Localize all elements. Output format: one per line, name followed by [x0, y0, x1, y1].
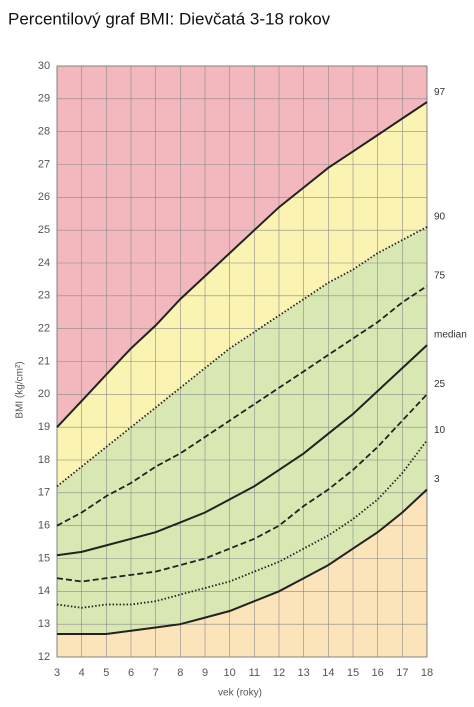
legend-label: 90	[434, 212, 446, 223]
y-tick-label: 19	[38, 421, 50, 433]
percentile-line	[57, 488, 428, 635]
band	[57, 102, 427, 487]
y-tick-label: 13	[38, 618, 50, 630]
x-tick-label: 9	[202, 667, 208, 679]
y-tick-label: 18	[38, 454, 50, 466]
y-tick-label: 20	[38, 388, 50, 400]
percentile-line	[56, 226, 428, 488]
y-tick-label: 28	[38, 126, 50, 138]
y-tick-label: 23	[38, 290, 50, 302]
x-tick-label: 12	[273, 667, 285, 679]
plot-frame	[56, 65, 428, 658]
band	[57, 66, 427, 428]
y-tick-label: 16	[38, 520, 50, 532]
x-tick-label: 7	[153, 667, 159, 679]
percentile-line	[56, 101, 428, 428]
band	[57, 489, 427, 657]
y-tick-label: 14	[38, 585, 50, 597]
x-tick-label: 3	[54, 667, 60, 679]
y-tick-label: 27	[38, 158, 50, 170]
band	[57, 286, 427, 556]
y-tick-label: 21	[38, 355, 50, 367]
y-tick-label: 17	[38, 487, 50, 499]
percentile-line	[56, 439, 428, 609]
legend-label: 97	[434, 87, 446, 98]
x-tick-label: 14	[322, 667, 334, 679]
y-tick-label: 25	[38, 224, 50, 236]
legend-label: 75	[434, 271, 446, 282]
percentile-line	[56, 344, 428, 557]
x-tick-label: 15	[347, 667, 359, 679]
x-tick-label: 13	[298, 667, 310, 679]
percentile-line	[56, 393, 428, 583]
x-tick-label: 17	[396, 667, 408, 679]
y-axis-label: BMI (kg/cm²)	[15, 361, 26, 418]
y-tick-label: 29	[38, 93, 50, 105]
x-tick-label: 11	[249, 667, 260, 679]
legend-label: 3	[434, 474, 440, 485]
x-tick-label: 4	[79, 667, 85, 679]
band	[57, 226, 427, 526]
x-tick-label: 10	[224, 667, 236, 679]
y-tick-label: 26	[38, 191, 50, 203]
legend-label: 10	[434, 425, 446, 436]
legend-label: 25	[434, 379, 446, 390]
y-tick-label: 15	[38, 552, 50, 564]
legend-label: median	[434, 330, 467, 341]
x-axis-label: vek (roky)	[218, 688, 262, 699]
chart-title: Percentilový graf BMI: Dievčatá 3-18 rok…	[8, 9, 331, 28]
x-tick-label: 5	[103, 667, 109, 679]
x-tick-label: 16	[372, 667, 384, 679]
y-tick-label: 22	[38, 323, 50, 335]
y-tick-label: 30	[38, 60, 50, 72]
y-tick-label: 24	[38, 257, 50, 269]
y-tick-label: 12	[38, 651, 50, 663]
percentile-line	[56, 285, 428, 527]
x-tick-label: 6	[128, 667, 134, 679]
x-tick-label: 18	[421, 667, 433, 679]
x-tick-label: 8	[177, 667, 183, 679]
